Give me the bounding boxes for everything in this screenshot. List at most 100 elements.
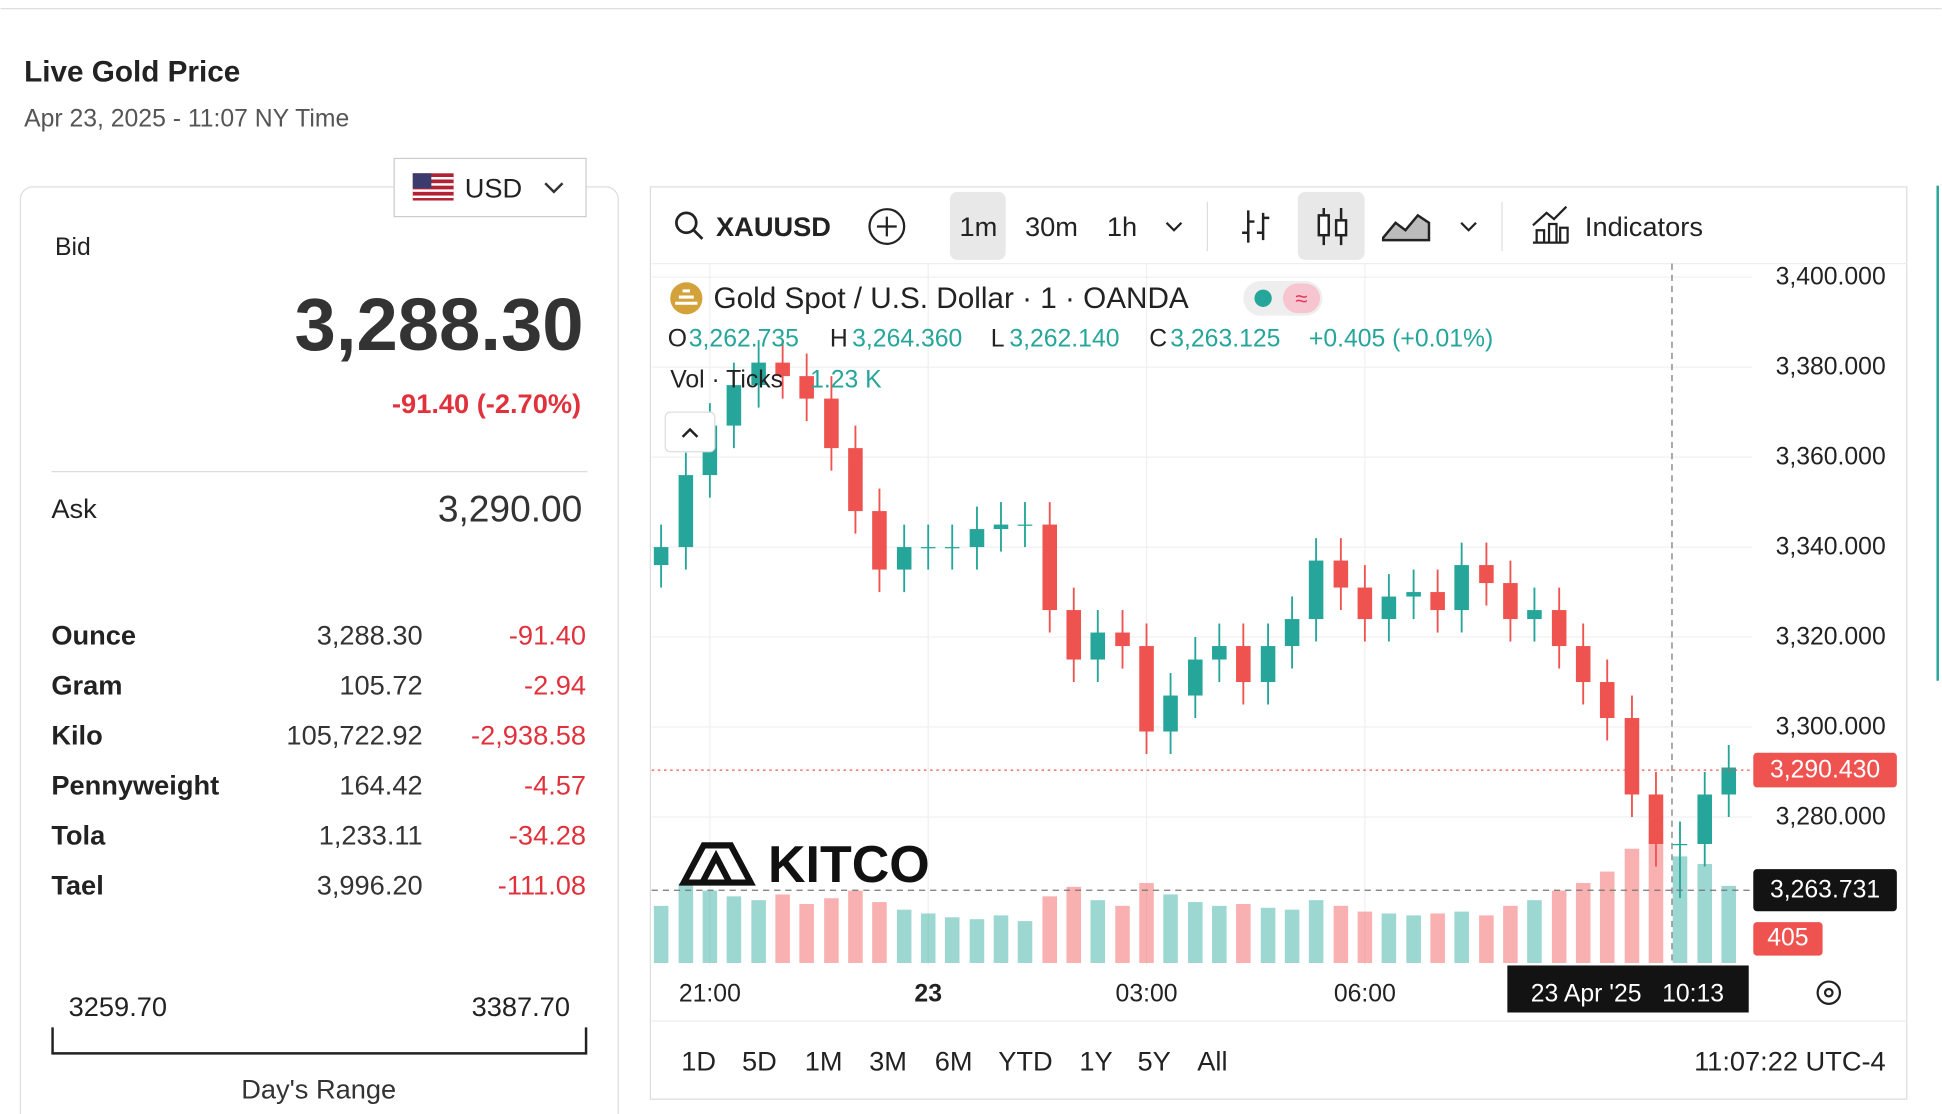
range-button[interactable]: YTD <box>998 1045 1052 1076</box>
volume-bar <box>1260 907 1276 963</box>
chevron[interactable] <box>1460 222 1477 232</box>
y-tick-label: 3,280.000 <box>1776 804 1886 831</box>
interval-button[interactable]: 1m <box>960 211 998 242</box>
collapse-icon <box>681 427 699 438</box>
settings-icon-center <box>1823 987 1834 998</box>
candle-body <box>1721 767 1737 795</box>
y-tick-label: 3,320.000 <box>1776 624 1886 651</box>
candle-body <box>824 398 839 449</box>
indicators-button[interactable]: Indicators <box>1585 211 1703 242</box>
bar-chart-icon[interactable] <box>1242 210 1270 243</box>
currency-label[interactable]: USD <box>465 173 522 204</box>
interval-button[interactable]: 30m <box>1025 211 1078 242</box>
intervals: 1m 30m 1h <box>960 211 1138 242</box>
volume-bar <box>1575 883 1591 963</box>
candle-body <box>1430 592 1445 611</box>
candle-body <box>1479 565 1494 584</box>
candle-body <box>920 547 936 549</box>
volume-bar <box>799 903 814 963</box>
y-tick-label: 3,300.000 <box>1776 714 1886 741</box>
unit-price: 1,233.11 <box>319 820 423 851</box>
volume-bar <box>1430 913 1445 963</box>
unit-change: -2,938.58 <box>471 719 586 750</box>
range-button[interactable]: All <box>1197 1045 1227 1076</box>
candle-body <box>1090 632 1106 660</box>
y-tick-label: 3,400.000 <box>1776 264 1886 291</box>
unit-price: 164.42 <box>339 769 422 800</box>
flag-stripe <box>412 177 454 180</box>
volume-label-box <box>1753 922 1823 956</box>
volume-bar <box>1017 921 1033 963</box>
candle-body <box>1308 560 1324 620</box>
interval-button[interactable]: 1h <box>1107 211 1137 242</box>
page-title: Live Gold Price <box>24 55 240 88</box>
indicators-icon[interactable] <box>1532 205 1569 244</box>
ohlc-value: 3,264.360 <box>852 326 962 353</box>
candle-body <box>1236 646 1251 683</box>
candle-body <box>872 511 887 570</box>
ask-price: 3,290.00 <box>438 488 583 530</box>
settings-icon[interactable] <box>1816 980 1842 1005</box>
candle-body <box>1575 646 1591 683</box>
candle-body <box>1017 524 1033 526</box>
volume-bar <box>1090 900 1106 963</box>
candle-body <box>1406 592 1421 597</box>
range-button[interactable]: 5D <box>742 1045 777 1076</box>
range-button[interactable]: 1Y <box>1079 1045 1112 1076</box>
candle-body <box>1624 718 1640 795</box>
collapse-legend[interactable] <box>664 411 716 453</box>
candle-body <box>1527 610 1542 620</box>
data-toggle[interactable] <box>1282 283 1321 314</box>
volume-bar <box>1284 909 1300 963</box>
candle-body <box>1115 632 1130 647</box>
unit-table: Ounce 3,288.30 -91.40 Gram 105.72 -2.94 Kilo 10… <box>51 619 586 900</box>
candle-body <box>1697 794 1713 844</box>
ohlc-label: L <box>991 326 1005 353</box>
bid-label: Bid <box>55 234 91 261</box>
last-price-box <box>1753 752 1897 788</box>
range-buttons: 1D 5D 1M 3M 6M YTD 1Y 5Y All <box>681 1045 1227 1076</box>
volume-bar <box>1139 883 1154 963</box>
price-card <box>19 186 619 1114</box>
volume-value: 1.23 K <box>810 366 882 393</box>
candle-body <box>1188 659 1203 696</box>
volume-bar <box>726 896 742 963</box>
ohlc-value: 3,263.125 <box>1170 326 1280 353</box>
x-tick-label: 21:00 <box>679 980 741 1007</box>
unit-name: Gram <box>51 669 122 700</box>
volume-bar <box>1454 911 1469 963</box>
candle-body <box>726 385 742 426</box>
volume-bar <box>1236 903 1251 963</box>
unit-name: Tola <box>51 820 106 851</box>
volume-bar <box>678 883 694 963</box>
range-button[interactable]: 5Y <box>1138 1045 1171 1076</box>
volume-bar <box>1381 913 1397 963</box>
volume-bar <box>848 890 863 963</box>
volume-bar <box>944 917 960 963</box>
ohlc-change: +0.405 (+0.01%) <box>1309 326 1493 353</box>
ohlc-label: C <box>1149 326 1167 353</box>
area-icon[interactable] <box>1381 213 1431 242</box>
ohlc-label: H <box>830 326 848 353</box>
add-symbol[interactable] <box>868 208 906 245</box>
volume-bar <box>1066 886 1082 963</box>
volume-bar <box>1188 902 1203 963</box>
range-button[interactable]: 6M <box>935 1045 973 1076</box>
bid-price: 3,288.30 <box>295 283 584 366</box>
range-button[interactable]: 1D <box>681 1045 716 1076</box>
volume-bar <box>824 898 839 963</box>
unit-change: -91.40 <box>509 619 586 650</box>
candle-body <box>1139 646 1154 732</box>
range-low: 3259.70 <box>69 991 167 1022</box>
range-button[interactable]: 3M <box>869 1045 907 1076</box>
flag-canton <box>412 173 432 189</box>
candle-body <box>1212 646 1227 660</box>
candle-body <box>678 475 694 548</box>
candle-body <box>1599 682 1615 719</box>
search-icon[interactable] <box>675 211 698 235</box>
range-button[interactable]: 1M <box>805 1045 843 1076</box>
chevron[interactable] <box>1165 222 1183 232</box>
volume-bar <box>1697 863 1713 963</box>
symbol[interactable]: XAUUSD <box>716 211 831 242</box>
currency-select[interactable]: USD <box>393 157 587 218</box>
